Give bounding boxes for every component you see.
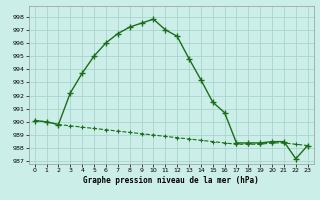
X-axis label: Graphe pression niveau de la mer (hPa): Graphe pression niveau de la mer (hPa) [83, 176, 259, 185]
